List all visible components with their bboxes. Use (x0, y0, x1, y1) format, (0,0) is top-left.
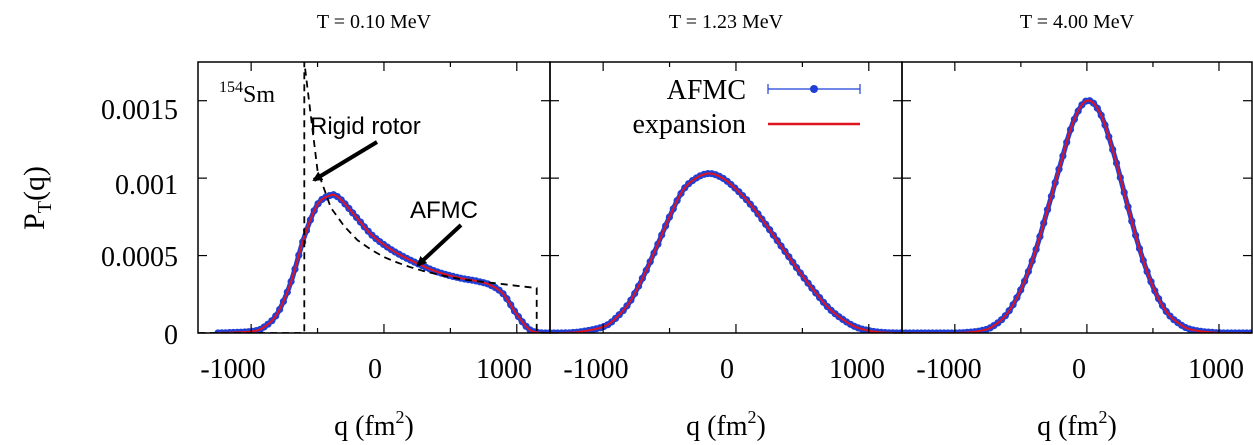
x-tick-label-p3-2: 1000 (1188, 354, 1244, 385)
x-axis-label-2: q (fm2) (686, 407, 766, 442)
y-tick-label-3: 0.0015 (101, 95, 178, 126)
series-afmc-band-p2 (550, 171, 902, 333)
x-tick-label-p3-1: 0 (1072, 354, 1086, 385)
rigid-rotor-arrow (312, 140, 379, 182)
x-tick-label-p1-2: 1000 (476, 354, 532, 385)
panel-2-plot (550, 170, 902, 333)
series-rigid-rotor-p1 (198, 62, 550, 333)
x-tick-label-p1-1: 0 (368, 354, 382, 385)
series-afmc-band-p3 (902, 98, 1252, 333)
afmc-arrow (416, 223, 463, 267)
series-afmc-band-p1 (217, 192, 550, 333)
y-tick-label-0: 0 (164, 320, 178, 351)
legend-label-afmc: AFMC (667, 75, 746, 106)
x-tick-label-p2-1: 0 (720, 354, 734, 385)
x-axis-label-1: q (fm2) (334, 407, 414, 442)
panel-title-1: T = 0.10 MeV (317, 11, 432, 33)
legend: AFMC expansion (632, 75, 861, 140)
y-tick-labels: 0 0.0005 0.001 0.0015 (101, 95, 178, 351)
series-expansion-p3 (902, 99, 1252, 333)
legend-label-expansion: expansion (632, 109, 746, 140)
x-tick-label-p2-2: 1000 (829, 354, 885, 385)
panel-3-frame (901, 61, 1253, 334)
x-tick-label-p3-0: -1000 (916, 354, 981, 385)
x-axis-label-3: q (fm2) (1037, 407, 1117, 442)
y-tick-label-1: 0.0005 (101, 242, 178, 273)
panel-1-plot (198, 62, 550, 333)
panel-title-2: T = 1.23 MeV (669, 11, 784, 33)
legend-point-afmc (810, 85, 818, 93)
x-tick-label-p1-0: -1000 (200, 354, 265, 385)
y-axis-label: PT(q) (18, 166, 56, 230)
series-expansion-p2 (550, 172, 902, 333)
panel-title-3: T = 4.00 MeV (1020, 11, 1135, 33)
x-tick-labels: -1000 0 1000 -1000 0 1000 -1000 0 1000 (200, 354, 1244, 385)
series-expansion-p1 (217, 193, 550, 333)
afmc-annotation-label: AFMC (410, 197, 478, 224)
rigid-rotor-label: Rigid rotor (310, 113, 421, 140)
y-tick-label-2: 0.001 (115, 170, 178, 201)
axes (197, 61, 1253, 334)
nucleus-label: 154Sm (219, 79, 275, 108)
panel-3-plot (902, 97, 1252, 333)
x-tick-label-p2-0: -1000 (563, 354, 628, 385)
